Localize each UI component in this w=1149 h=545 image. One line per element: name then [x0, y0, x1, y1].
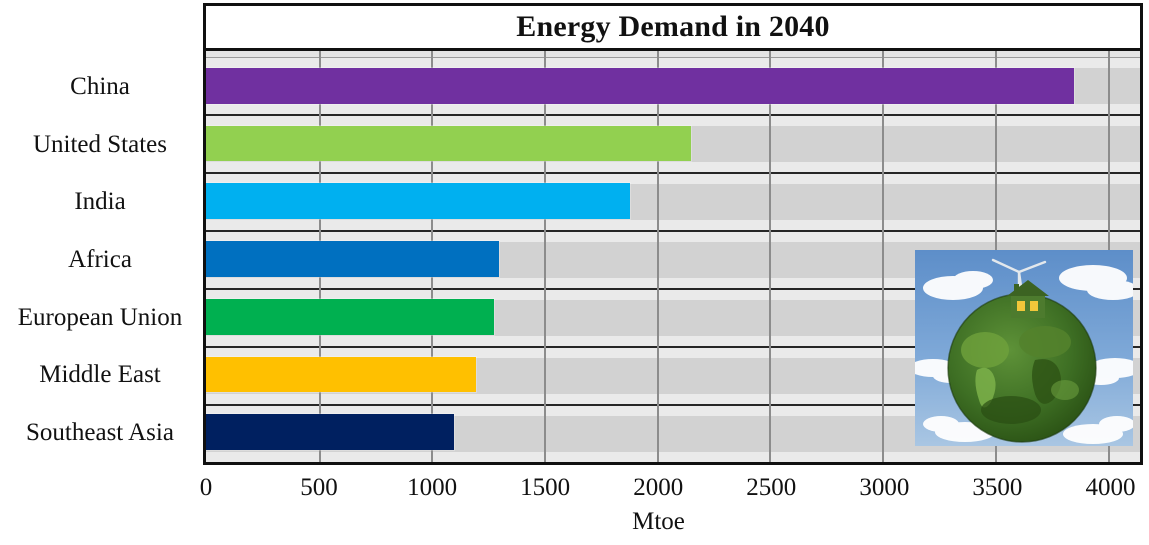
- category-label-european-union: European Union: [17, 303, 183, 331]
- earth-globe-image: [915, 250, 1133, 446]
- gridline-1500: [544, 51, 547, 462]
- bar-india: [206, 183, 630, 220]
- bar-slot: [206, 347, 1140, 405]
- bar-africa: [206, 241, 499, 277]
- chart-title-band: Energy Demand in 2040: [206, 6, 1140, 51]
- bar-united-states: [206, 125, 691, 162]
- x-tick-label-2500: 2500: [746, 474, 797, 501]
- plot-area: [206, 51, 1140, 462]
- bar-china: [206, 68, 1074, 104]
- chart-title: Energy Demand in 2040: [516, 10, 830, 43]
- bar-slot: [206, 289, 1140, 347]
- gridline-3000: [882, 51, 885, 462]
- x-tick-label-0: 0: [199, 474, 213, 501]
- category-label-africa: Africa: [68, 246, 132, 274]
- bar-slot: [206, 173, 1140, 231]
- category-label-middle-east: Middle East: [39, 361, 161, 389]
- category-label-china: China: [70, 72, 130, 100]
- house-icon: [1007, 280, 1049, 318]
- plot-top-strip-spacer: [206, 51, 1140, 58]
- x-axis-title: Mtoe: [632, 508, 685, 535]
- globe-continents: [961, 326, 1079, 424]
- bar-slot: [206, 231, 1140, 289]
- x-tick-label-3500: 3500: [972, 474, 1023, 501]
- x-tick-label-4000: 4000: [1085, 474, 1136, 501]
- gridline-2000: [656, 51, 659, 462]
- bar-southeast-asia: [206, 414, 454, 450]
- x-tick-label-1000: 1000: [407, 474, 458, 501]
- x-axis-tick-labels: 0 500 1000 1500 2000 2500 3000 3500 4000: [200, 474, 1143, 506]
- plot-top-strip: [206, 51, 1140, 58]
- bars-layer: [206, 51, 1140, 462]
- gridline-2500: [769, 51, 772, 462]
- y-axis-category-labels: China United States India Africa European Un…: [0, 51, 200, 462]
- category-label-southeast-asia: Southeast Asia: [26, 419, 174, 447]
- bar-middle-east: [206, 356, 477, 393]
- bar-slot: [206, 58, 1140, 116]
- x-tick-label-3000: 3000: [859, 474, 910, 501]
- x-tick-label-2000: 2000: [633, 474, 684, 501]
- category-label-united-states: United States: [32, 130, 167, 158]
- x-tick-label-500: 500: [300, 474, 338, 501]
- chart-frame: Energy Demand in 2040: [203, 3, 1143, 465]
- bar-slot: [206, 404, 1140, 462]
- bar-european-union: [206, 298, 495, 335]
- bar-slot: [206, 116, 1140, 174]
- x-tick-label-1500: 1500: [520, 474, 571, 501]
- category-label-india: India: [74, 188, 126, 216]
